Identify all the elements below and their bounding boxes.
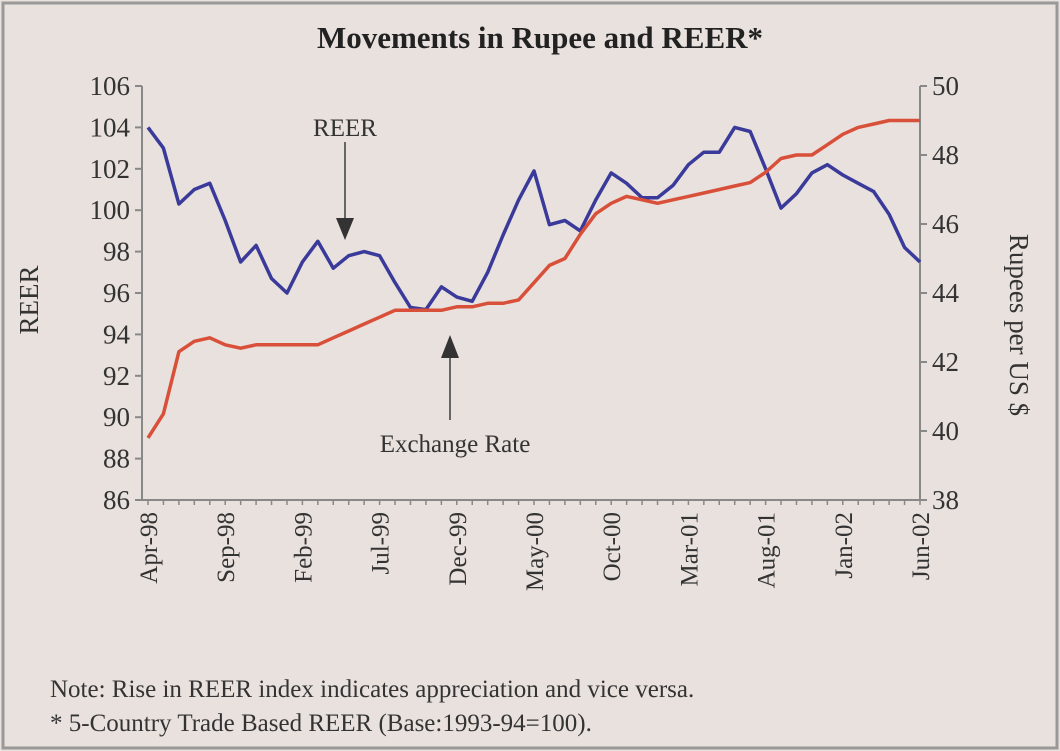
reer-annotation: REER xyxy=(313,115,377,142)
x-tick-label: Mar-01 xyxy=(676,512,703,586)
arrow-head xyxy=(441,335,459,358)
y2-tick-label: 48 xyxy=(932,140,959,170)
y-tick-label: 102 xyxy=(90,154,131,184)
x-tick-label: Feb-99 xyxy=(290,512,317,583)
y-tick-label: 104 xyxy=(90,112,131,142)
y-axis-label: REER xyxy=(14,265,44,334)
x-tick-label: Sep-98 xyxy=(213,512,240,583)
y2-tick-label: 44 xyxy=(932,278,960,308)
note: Note: Rise in REER index indicates appre… xyxy=(50,676,694,703)
y-tick-label: 100 xyxy=(90,195,131,225)
series-line xyxy=(146,118,920,439)
y-tick-label: 106 xyxy=(90,71,131,101)
series-line xyxy=(146,125,922,312)
y2-tick-label: 50 xyxy=(932,71,959,101)
note: * 5-Country Trade Based REER (Base:1993-… xyxy=(50,710,592,737)
y-tick-label: 92 xyxy=(103,361,130,391)
arrow-head xyxy=(336,218,354,240)
y2-tick-label: 46 xyxy=(932,209,959,239)
x-tick-label: Dec-99 xyxy=(445,512,472,586)
y-tick-label: 88 xyxy=(103,444,130,474)
y-tick-label: 86 xyxy=(103,485,130,515)
x-tick-label: Jan-02 xyxy=(831,512,858,579)
y2-tick-label: 42 xyxy=(932,347,959,377)
x-tick-label: Jul-99 xyxy=(368,512,395,575)
exchange-annotation: Exchange Rate xyxy=(380,431,531,458)
y2-tick-label: 38 xyxy=(932,485,959,515)
y2-axis-label: Rupees per US $ xyxy=(1004,234,1034,416)
y-tick-label: 94 xyxy=(103,319,131,349)
x-tick-label: May-00 xyxy=(522,512,549,591)
x-tick-label: Jun-02 xyxy=(908,512,935,580)
x-tick-label: Oct-00 xyxy=(599,512,626,581)
y-tick-label: 90 xyxy=(103,402,130,432)
y-tick-label: 98 xyxy=(103,237,130,267)
y-tick-label: 96 xyxy=(103,278,130,308)
chart-title: Movements in Rupee and REER* xyxy=(317,20,763,55)
x-tick-label: Aug-01 xyxy=(754,512,781,588)
y2-tick-label: 40 xyxy=(932,416,959,446)
x-tick-label: Apr-98 xyxy=(136,512,163,584)
